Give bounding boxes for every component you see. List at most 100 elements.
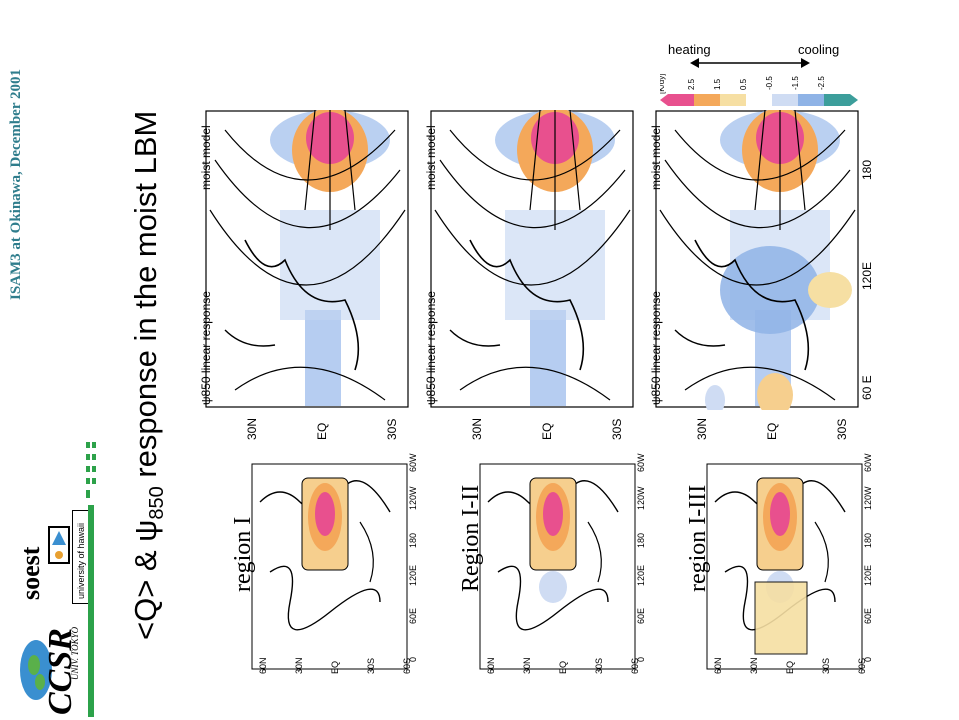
forcing-map-1 xyxy=(250,462,410,672)
colorbar-swatch xyxy=(772,94,798,106)
colorbar-right-triangle xyxy=(850,94,858,106)
response-lat-tick: 30S xyxy=(385,418,399,440)
forcing-lat-tick: EQ xyxy=(330,660,340,674)
ccsr-subtitle: UNIV. TOKYO xyxy=(70,626,80,680)
title-psi: ψ xyxy=(128,519,163,542)
forcing-lat-tick: 60N xyxy=(713,657,723,674)
forcing-lon-tick: 0 xyxy=(636,656,646,662)
forcing-lat-tick: 60N xyxy=(258,657,268,674)
colorbar-tick-label: -2.5 xyxy=(817,76,826,90)
ccsr-logo: CCSR UNIV. TOKYO xyxy=(14,620,84,715)
forcing-lat-tick: 30N xyxy=(522,657,532,674)
soest-text: soest xyxy=(16,546,45,600)
forcing-lon-tick: 120E xyxy=(408,564,418,586)
forcing-lon-tick: 180 xyxy=(863,532,873,548)
response-map-2 xyxy=(430,108,635,410)
response-lon-tick: 180 xyxy=(860,159,874,180)
forcing-lon-tick: 120W xyxy=(863,486,873,510)
forcing-lon-tick: 180 xyxy=(636,532,646,548)
colorbar-swatch xyxy=(694,94,720,106)
colorbar-swatch xyxy=(824,94,850,106)
green-dash-strip xyxy=(84,440,98,500)
ccsr-globe-icon xyxy=(20,640,52,700)
forcing-lat-tick: EQ xyxy=(785,660,795,674)
forcing-lat-tick: 30S xyxy=(366,657,376,674)
forcing-lat-tick: 60N xyxy=(486,657,496,674)
soest-logo: soest university of hawaii xyxy=(14,505,94,615)
hawaii-text: university of hawaii xyxy=(76,522,86,599)
forcing-map-plot xyxy=(706,463,863,670)
forcing-lat-tick: 30N xyxy=(749,657,759,674)
forcing-lon-tick: 60W xyxy=(863,453,873,472)
colorbar-swatch xyxy=(668,94,694,106)
heating-label: heating xyxy=(668,42,711,57)
forcing-lon-tick: 120W xyxy=(636,486,646,510)
forcing-lon-tick: 0 xyxy=(408,656,418,662)
title-prefix: <Q> & xyxy=(128,541,163,640)
forcing-lon-tick: 180 xyxy=(408,532,418,548)
forcing-lon-tick: 60W xyxy=(408,453,418,472)
response-map-right-label: moist model xyxy=(424,125,438,190)
forcing-lon-tick: 120E xyxy=(863,564,873,586)
forcing-lat-tick: 30S xyxy=(821,657,831,674)
response-map-plot xyxy=(655,108,859,417)
forcing-map-label: Region I-II xyxy=(458,484,484,592)
green-vertical-bar xyxy=(88,505,94,717)
colorbar-tick-label: 2.5 xyxy=(687,78,696,90)
response-lat-tick: 30N xyxy=(470,417,484,440)
forcing-lon-tick: 60E xyxy=(408,607,418,624)
forcing-map-plot xyxy=(251,463,408,670)
response-map-left-label: ψ850 linear response xyxy=(199,291,213,405)
response-map-plot xyxy=(205,108,409,408)
colorbar: [K/dy] 2.5 1.5 0.5 -0.5 -1.5 -2.5 xyxy=(660,74,858,106)
response-map-right-label: moist model xyxy=(649,125,663,190)
response-lat-tick: 30S xyxy=(610,418,624,440)
forcing-lat-tick: 30N xyxy=(294,657,304,674)
response-map-right-label: moist model xyxy=(199,125,213,190)
forcing-lat-tick: 30S xyxy=(594,657,604,674)
response-lat-tick: EQ xyxy=(540,422,554,440)
response-lat-tick: EQ xyxy=(765,422,779,440)
response-map-plot xyxy=(430,108,634,408)
colorbar-swatch xyxy=(720,94,746,106)
response-map-3 xyxy=(655,108,860,417)
response-lon-tick: 120E xyxy=(860,261,874,290)
colorbar-area: heating cooling [K/dy] 2.5 1.5 0.5 -0.5 -1.5 -… xyxy=(650,40,860,110)
response-map-left-label: ψ850 linear response xyxy=(649,291,663,405)
response-lat-tick: EQ xyxy=(315,422,329,440)
colorbar-tick-label: -1.5 xyxy=(791,76,800,90)
soest-emblem-icon xyxy=(48,526,70,564)
response-lat-tick: 30S xyxy=(835,418,849,440)
title-subscript: 850 xyxy=(146,486,169,520)
response-map-left-label: ψ850 linear response xyxy=(424,291,438,405)
colorbar-tick-label: -0.5 xyxy=(765,76,774,90)
forcing-map-plot xyxy=(479,463,636,670)
double-arrow-icon xyxy=(690,58,810,68)
colorbar-swatch xyxy=(798,94,824,106)
colorbar-tick-label: 0.5 xyxy=(739,78,748,90)
forcing-lon-tick: 0 xyxy=(863,656,873,662)
logo-area: CCSR UNIV. TOKYO soest university of haw… xyxy=(14,505,96,715)
colorbar-left-triangle xyxy=(660,94,668,106)
title-suffix: response in the moist LBM xyxy=(128,110,163,487)
response-lon-tick: 60 E xyxy=(860,375,874,400)
forcing-lon-tick: 60E xyxy=(863,607,873,624)
response-map-1 xyxy=(205,108,410,410)
forcing-map-label: region I xyxy=(230,516,256,592)
forcing-map-label: region I-III xyxy=(685,484,711,592)
forcing-lon-tick: 60W xyxy=(636,453,646,472)
colorbar-swatch xyxy=(746,94,772,106)
conference-header: ISAM3 at Okinawa, December 2001 xyxy=(8,69,24,300)
forcing-lon-tick: 120E xyxy=(636,564,646,586)
forcing-map-3 xyxy=(705,462,865,672)
response-lat-tick: 30N xyxy=(695,417,709,440)
forcing-lon-tick: 60E xyxy=(636,607,646,624)
forcing-map-2 xyxy=(478,462,638,672)
slide-title: <Q> & ψ850 response in the moist LBM xyxy=(128,111,169,640)
forcing-lon-tick: 120W xyxy=(408,486,418,510)
colorbar-unit: [K/dy] xyxy=(660,74,666,94)
cooling-label: cooling xyxy=(798,42,840,57)
forcing-lat-tick: EQ xyxy=(558,660,568,674)
colorbar-tick-label: 1.5 xyxy=(713,78,722,90)
response-lat-tick: 30N xyxy=(245,417,259,440)
